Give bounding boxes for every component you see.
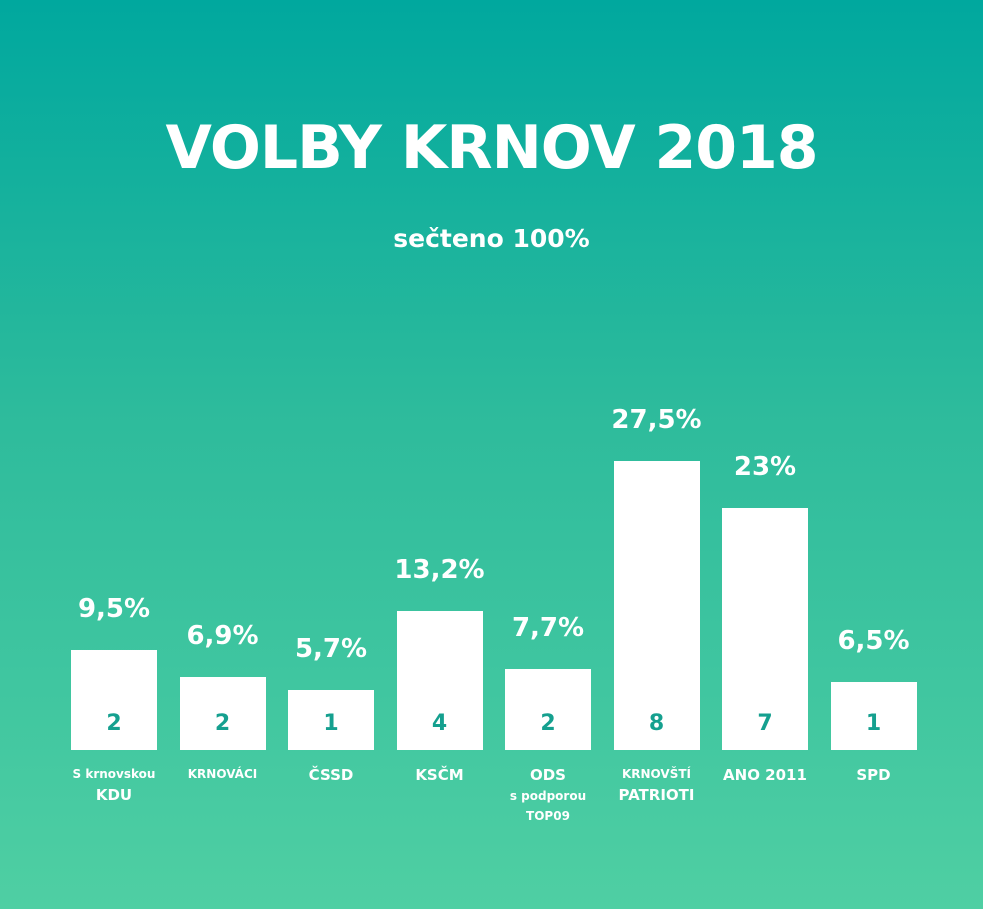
- data-label: 6,5%: [837, 625, 910, 656]
- category-label: SPD: [814, 764, 934, 786]
- bar: [722, 508, 808, 750]
- seat-count: 2: [214, 711, 231, 736]
- category-label-line: SPD: [856, 766, 891, 784]
- category-label-line: S krnovskou: [72, 767, 156, 781]
- seat-count: 1: [323, 711, 339, 736]
- bar: [179, 677, 266, 750]
- category-label: ODS s podporou TOP09: [488, 764, 608, 826]
- category-label-line: TOP09: [526, 809, 570, 823]
- category-label-line: ANO 2011: [723, 766, 807, 784]
- data-label: 27,5%: [611, 405, 702, 435]
- category-label: KRNOVŠTÍ PATRIOTI: [597, 764, 717, 806]
- chart-title: VOLBY KRNOV 2018: [165, 113, 818, 183]
- data-label: 5,7%: [294, 634, 368, 665]
- bar: [830, 681, 917, 750]
- category-label: KRNOVÁCI: [163, 764, 283, 784]
- seat-count: 1: [865, 711, 882, 736]
- bar: [396, 611, 483, 750]
- category-label: ČSSD: [271, 764, 391, 786]
- seat-count: 7: [757, 711, 773, 736]
- category-label-line: s podporou: [509, 789, 587, 803]
- category-label-line: KDU: [95, 786, 133, 804]
- data-label: 9,5%: [77, 594, 151, 625]
- category-label-line: ODS: [529, 766, 566, 784]
- category-label-line: ČSSD: [308, 766, 354, 784]
- bar: [613, 461, 700, 750]
- data-label: 13,2%: [394, 555, 485, 586]
- category-label: ANO 2011: [705, 764, 825, 786]
- category-label-line: KRNOVŠTÍ: [621, 767, 692, 781]
- seat-count: 8: [648, 711, 665, 736]
- bar: [505, 669, 591, 750]
- seat-count: 4: [431, 711, 448, 736]
- data-label: 23%: [733, 452, 797, 483]
- bar: [288, 690, 374, 750]
- category-label: S krnovskou KDU: [54, 764, 174, 806]
- data-label: 6,9%: [186, 621, 259, 652]
- category-label-line: KSČM: [415, 766, 464, 784]
- data-label: 7,7%: [511, 613, 585, 644]
- category-label: KSČM: [380, 764, 500, 786]
- seat-count: 2: [540, 711, 556, 736]
- bar: [71, 650, 157, 750]
- seat-count: 2: [106, 711, 122, 736]
- category-label-line: PATRIOTI: [618, 786, 695, 804]
- chart-subtitle: sečteno 100%: [393, 224, 590, 253]
- category-label-line: KRNOVÁCI: [187, 767, 258, 781]
